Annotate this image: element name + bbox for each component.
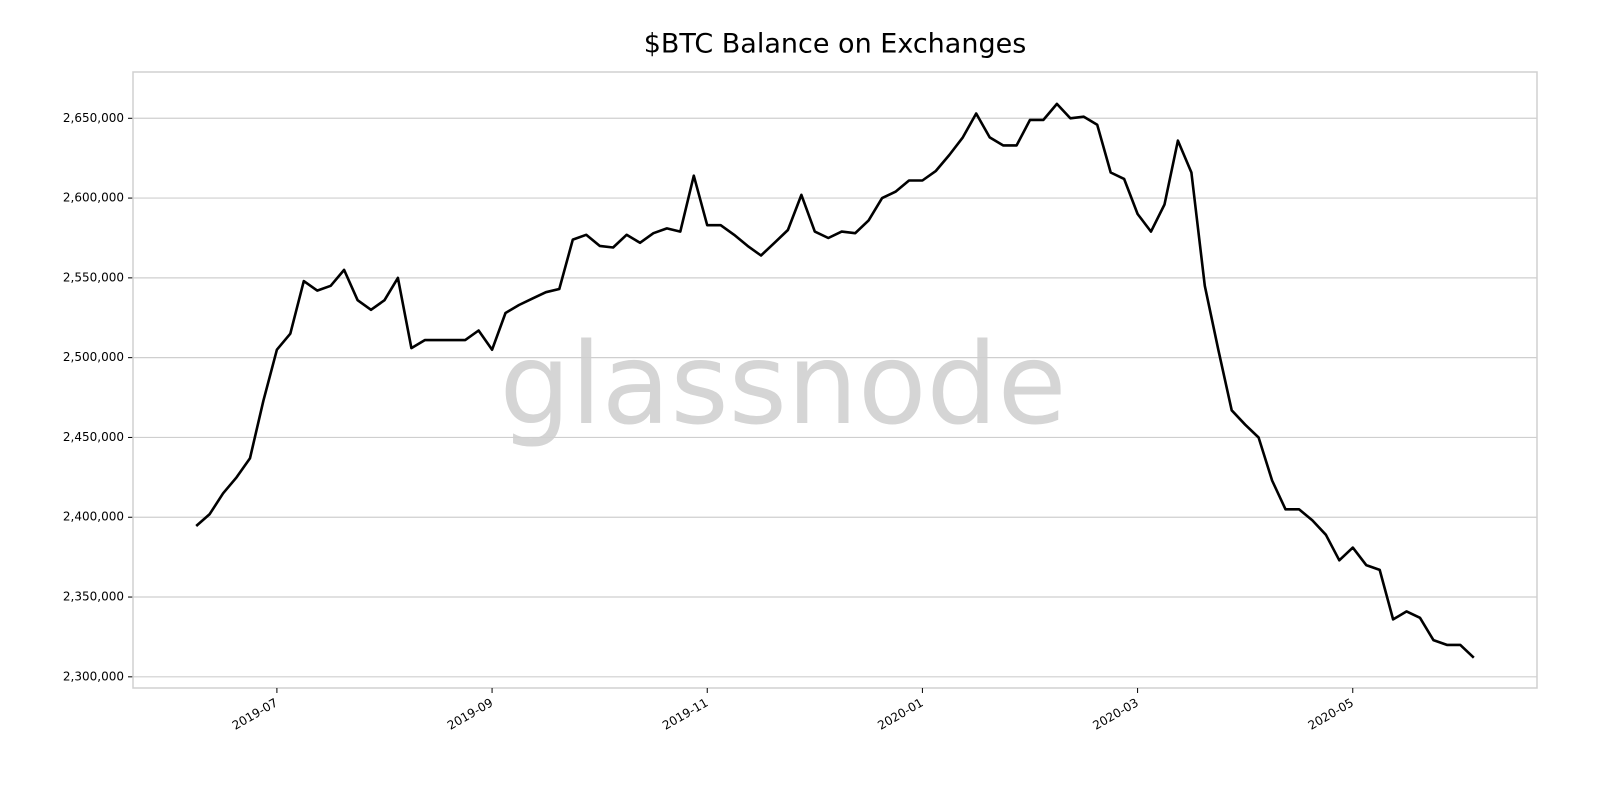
y-tick-label: 2,450,000 <box>63 430 124 444</box>
x-tick-label: 2019-07 <box>230 696 280 733</box>
y-tick-label: 2,400,000 <box>63 510 124 524</box>
y-tick-label: 2,600,000 <box>63 191 124 205</box>
x-tick-label: 2020-01 <box>875 696 925 733</box>
y-tick-label: 2,350,000 <box>63 590 124 604</box>
x-tick-label: 2020-05 <box>1306 696 1356 733</box>
x-tick-label: 2020-03 <box>1090 696 1140 733</box>
data-line <box>195 102 1475 659</box>
x-tick-label: 2019-09 <box>445 696 495 733</box>
y-tick-label: 2,550,000 <box>63 270 124 284</box>
plot-frame <box>132 71 1538 689</box>
y-tick-label: 2,650,000 <box>63 111 124 125</box>
y-tick-label: 2,500,000 <box>63 350 124 364</box>
y-tick-label: 2,300,000 <box>63 669 124 683</box>
x-tick-label: 2019-11 <box>660 696 710 733</box>
chart-title: $BTC Balance on Exchanges <box>644 29 1027 60</box>
watermark: glassnode <box>499 320 1066 450</box>
